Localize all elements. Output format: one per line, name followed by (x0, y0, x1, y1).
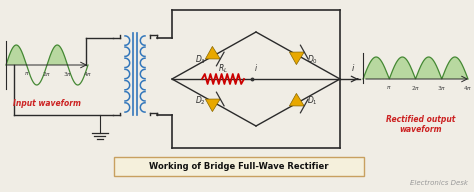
FancyBboxPatch shape (114, 157, 364, 176)
Text: $D_2$: $D_2$ (195, 94, 205, 107)
Text: $2\pi$: $2\pi$ (42, 70, 52, 78)
Text: $3\pi$: $3\pi$ (437, 84, 447, 92)
Text: i: i (352, 64, 354, 73)
Polygon shape (290, 52, 304, 65)
Text: $\pi$: $\pi$ (24, 70, 29, 77)
Text: $4\pi$: $4\pi$ (83, 70, 93, 78)
Text: $R_L$: $R_L$ (218, 63, 228, 75)
Text: i: i (255, 64, 257, 73)
Text: $D_0$: $D_0$ (307, 53, 318, 66)
Text: Rectified output
waveform: Rectified output waveform (386, 115, 455, 134)
Text: $\pi$: $\pi$ (386, 84, 392, 91)
Polygon shape (205, 46, 220, 59)
Text: $D_1$: $D_1$ (307, 94, 318, 107)
Text: $2\pi$: $2\pi$ (411, 84, 420, 92)
Polygon shape (205, 99, 220, 112)
Text: Working of Bridge Full-Wave Rectifier: Working of Bridge Full-Wave Rectifier (149, 162, 329, 171)
Text: Electronics Desk: Electronics Desk (410, 180, 468, 186)
Polygon shape (290, 93, 304, 106)
Text: Input waveform: Input waveform (13, 99, 81, 108)
Text: $3\pi$: $3\pi$ (63, 70, 72, 78)
Text: $4\pi$: $4\pi$ (463, 84, 473, 92)
Text: $D_3$: $D_3$ (194, 53, 205, 66)
